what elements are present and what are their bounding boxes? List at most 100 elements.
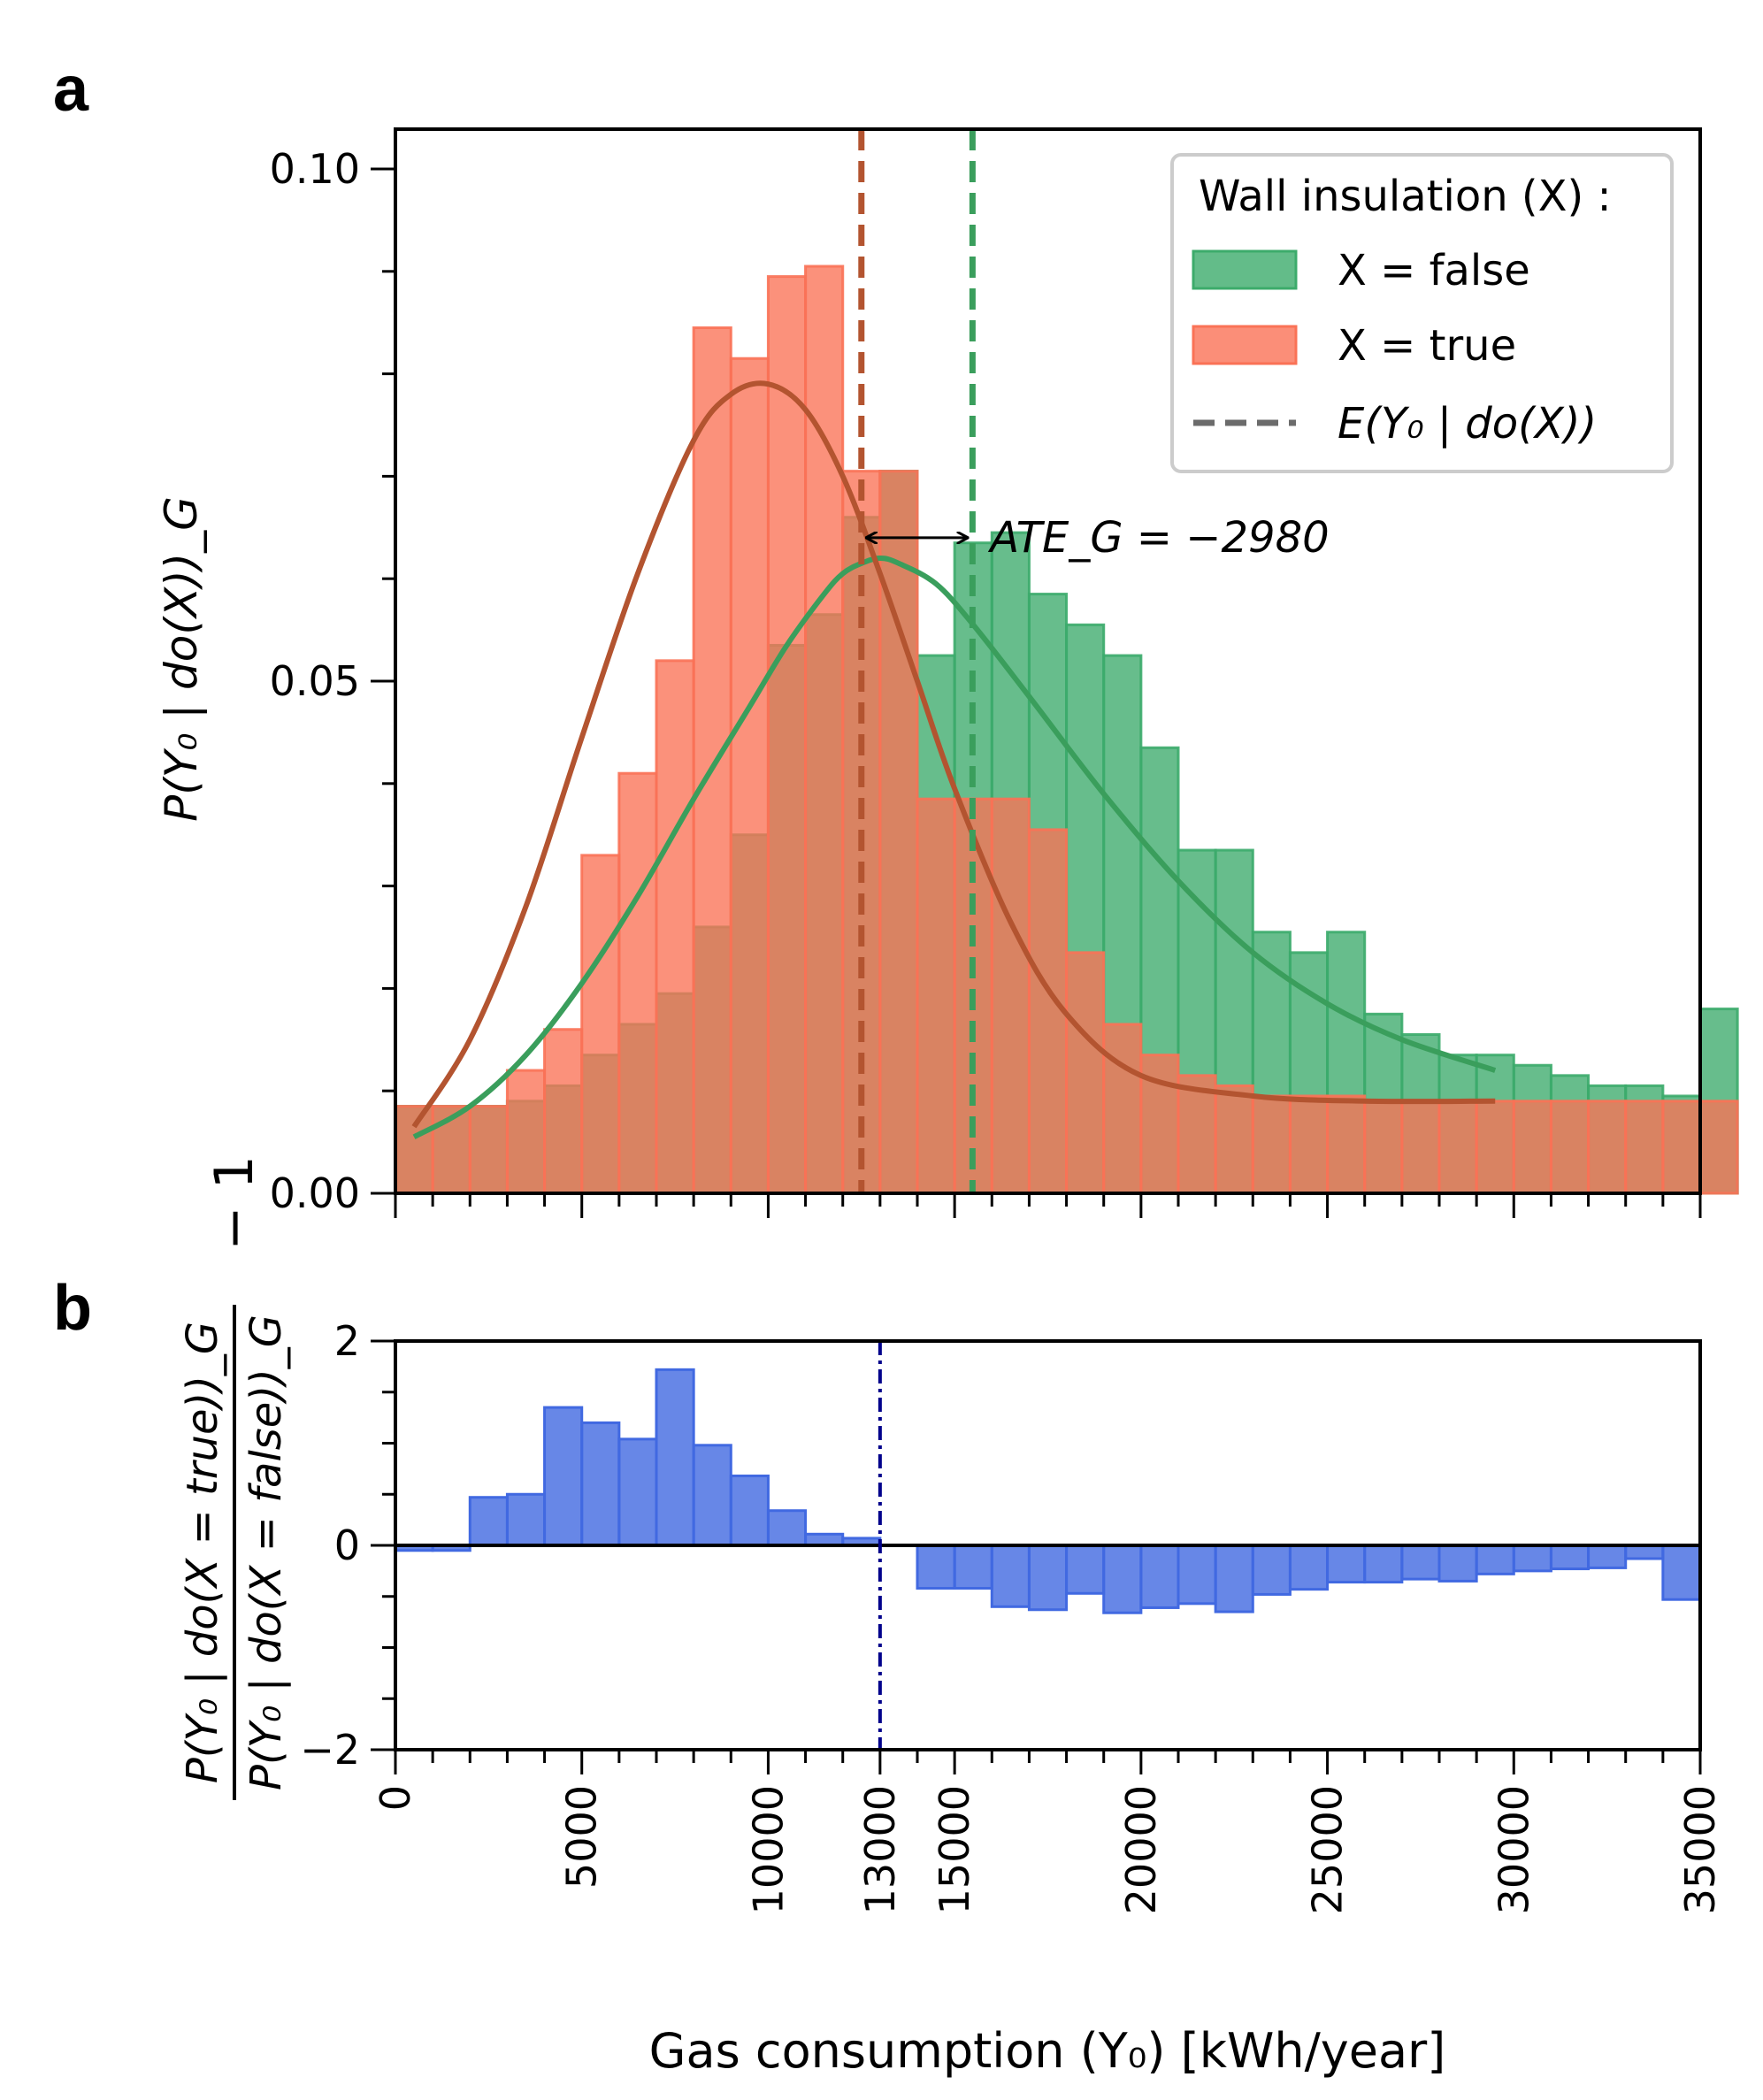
ratio-bar — [916, 1544, 956, 1590]
bar-x-true — [766, 275, 808, 1195]
ratio-bar — [1363, 1544, 1404, 1584]
ratio-bar — [1065, 1544, 1106, 1595]
legend: Wall insulation (X) : X = false X = true… — [1170, 153, 1674, 473]
ratio-bar — [1437, 1544, 1478, 1583]
bars-ratio — [394, 1368, 1702, 1614]
ratio-bar — [580, 1421, 621, 1547]
y-axis-label-a: P(Y₀ | do(X))_G — [156, 496, 207, 822]
bar-x-true — [1698, 1100, 1739, 1195]
panel-b: −2 0 2 0 5000 10000 13000 15000 20000 25000 30000… — [178, 1155, 1724, 2079]
y-tick-label-b: −2 — [300, 1726, 360, 1774]
legend-entry-mean: E(Y₀ | do(X)) — [1338, 399, 1597, 448]
y-ticks-b: −2 0 2 — [300, 1317, 395, 1774]
bar-x-true — [1475, 1100, 1515, 1195]
bar-x-true — [543, 1028, 584, 1195]
ratio-bar — [1139, 1544, 1180, 1609]
bar-x-true — [916, 797, 956, 1195]
bar-x-true — [505, 1069, 547, 1195]
bar-x-true — [1363, 1100, 1404, 1195]
x-tick-label: 25000 — [1304, 1785, 1352, 1914]
bar-x-true — [990, 797, 1031, 1195]
x-tick-label: 13000 — [856, 1785, 904, 1914]
ratio-bar — [1326, 1544, 1367, 1584]
ratio-bar — [1549, 1544, 1591, 1571]
bar-x-true — [1549, 1100, 1591, 1195]
x-tick-label: 20000 — [1117, 1785, 1165, 1914]
bar-x-true — [394, 1105, 434, 1195]
y-tick-label: 0.00 — [270, 1169, 360, 1217]
mean-lines — [858, 129, 976, 1193]
ratio-bar — [766, 1509, 808, 1547]
ratio-bar — [1587, 1544, 1628, 1569]
y-tick-label: 0.05 — [270, 657, 360, 705]
x-ticks-a — [394, 1193, 1702, 1218]
x-tick-label: 10000 — [744, 1785, 792, 1914]
bar-x-true — [1214, 1084, 1254, 1195]
legend-swatch-false — [1192, 249, 1298, 290]
bar-x-true — [1400, 1100, 1441, 1195]
bar-x-true — [729, 356, 770, 1195]
bar-x-true — [878, 470, 919, 1195]
ratio-bar — [1400, 1544, 1441, 1581]
ratio-bar — [1512, 1544, 1552, 1573]
ratio-bar — [1177, 1544, 1217, 1606]
bar-x-true — [1437, 1100, 1478, 1195]
bar-x-true — [617, 771, 658, 1195]
bar-x-true — [1512, 1100, 1552, 1195]
ratio-bar — [1102, 1544, 1143, 1614]
bar-x-true — [1065, 951, 1106, 1195]
ratio-bar — [1214, 1544, 1254, 1613]
y-label-denominator: P(Y₀ | do(X = false))_G — [241, 1314, 291, 1790]
legend-title: Wall insulation (X) : — [1199, 172, 1612, 221]
panel-letter-b: b — [53, 1273, 92, 1344]
axes-frame-a — [394, 127, 1702, 1195]
legend-entry-true: X = true — [1338, 321, 1516, 371]
y-tick-label-b: 2 — [334, 1317, 360, 1365]
y-label-suffix: − 1 — [203, 1155, 265, 1251]
y-tick-label: 0.10 — [270, 145, 360, 193]
legend-swatch-true — [1192, 325, 1298, 365]
bar-x-true — [1027, 828, 1069, 1195]
ratio-bar — [1475, 1544, 1515, 1575]
ratio-bar — [468, 1496, 509, 1547]
ratio-bar — [692, 1444, 732, 1547]
legend-frame — [1170, 153, 1674, 473]
x-tick-label: 15000 — [931, 1785, 978, 1914]
panel-a: ATE_G = −2980 0.00 0.05 0.10 P(Y₀ | do(X))… — [156, 127, 1739, 1218]
y-label-numerator: P(Y₀ | do(X = true))_G — [178, 1322, 227, 1783]
x-axis-label: Gas consumption (Y₀) [kWh/year] — [649, 2023, 1446, 2079]
ratio-bar — [1251, 1544, 1292, 1596]
ate-annotation: ATE_G = −2980 — [987, 513, 1329, 563]
fit-curves — [411, 380, 1497, 1139]
bar-x-true — [1587, 1100, 1628, 1195]
ratio-bar — [1027, 1544, 1069, 1612]
ratio-bar — [990, 1544, 1031, 1608]
x-tick-label: 5000 — [558, 1785, 606, 1889]
bar-x-true — [804, 264, 845, 1195]
bar-x-true — [692, 326, 732, 1195]
bar-x-true — [1288, 1094, 1330, 1195]
bar-x-true — [655, 659, 695, 1195]
x-tick-label: 0 — [372, 1785, 419, 1811]
ratio-bar — [543, 1406, 584, 1547]
ratio-bar — [1288, 1544, 1330, 1591]
x-ticks-b: 0 5000 10000 13000 15000 20000 25000 30000 35000 — [372, 1750, 1724, 1914]
x-tick-label: 35000 — [1676, 1785, 1724, 1914]
bar-x-true — [468, 1105, 509, 1195]
bar-x-true — [580, 854, 621, 1195]
bars-x-true — [394, 264, 1739, 1195]
bar-x-true — [1624, 1100, 1665, 1195]
x-tick-label: 30000 — [1490, 1785, 1537, 1914]
panel-letter-a: a — [53, 54, 89, 125]
bar-x-true — [1251, 1094, 1292, 1195]
ratio-bar — [729, 1474, 770, 1547]
ratio-bar — [655, 1368, 695, 1547]
fit-curve-x-true — [411, 380, 1496, 1129]
ratio-bar — [1624, 1544, 1665, 1560]
bar-x-true — [1326, 1094, 1367, 1195]
ratio-bar — [953, 1544, 993, 1590]
y-tick-label-b: 0 — [334, 1521, 360, 1569]
y-ticks-a: 0.00 0.05 0.10 — [270, 145, 395, 1217]
y-axis-label-b: P(Y₀ | do(X = true))_G P(Y₀ | do(X = fal… — [178, 1155, 291, 1800]
